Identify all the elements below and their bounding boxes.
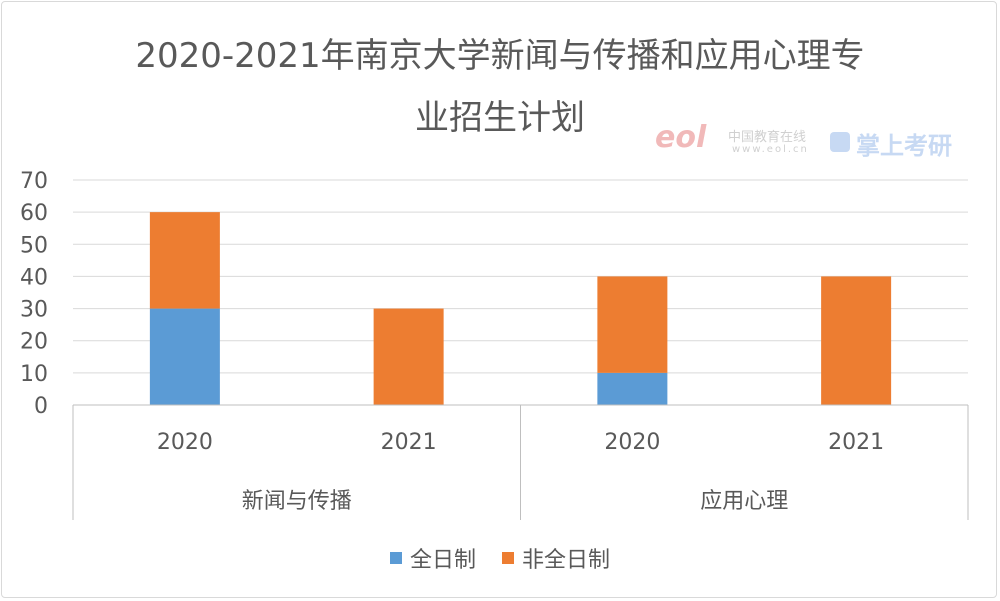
y-tick-label: 0	[34, 394, 48, 419]
group-label: 应用心理	[700, 489, 788, 514]
bar-part-time	[373, 308, 444, 405]
bar-full-time	[149, 308, 220, 405]
chart-title-line-1: 2020-2021年南京大学新闻与传播和应用心理专	[135, 36, 865, 76]
y-tick-label: 60	[20, 201, 48, 226]
y-tick-label: 30	[20, 298, 48, 323]
watermark-eol-logo: eol	[655, 120, 707, 155]
group-label: 新闻与传播	[242, 489, 352, 514]
watermark-site-url: www.eol.cn	[732, 144, 809, 155]
legend-label-full-time: 全日制	[409, 548, 476, 573]
bar-full-time	[597, 372, 668, 405]
y-axis: 0 10 20 30 40 50 60 70	[20, 169, 48, 419]
legend: 全日制 非全日制	[0, 542, 1000, 574]
legend-item-part-time: 非全日制	[502, 542, 610, 574]
watermark-brand-icon	[830, 132, 850, 152]
y-tick-label: 20	[20, 330, 48, 355]
watermark-brand: 掌上考研	[856, 132, 952, 160]
y-tick-label: 40	[20, 265, 48, 290]
x-tick-label: 2021	[381, 430, 437, 455]
y-tick-label: 50	[20, 233, 48, 258]
bar-part-time	[597, 276, 668, 373]
chart-title-line-2: 业招生计划	[415, 98, 585, 138]
bars	[149, 212, 892, 405]
legend-swatch-full-time	[389, 552, 402, 564]
legend-item-full-time: 全日制	[389, 542, 476, 574]
y-tick-label: 10	[20, 362, 48, 387]
x-tick-label: 2020	[157, 430, 213, 455]
legend-swatch-part-time	[502, 552, 514, 564]
bar-part-time	[149, 212, 220, 309]
legend-label-part-time: 非全日制	[522, 548, 611, 573]
x-tick-label: 2020	[604, 430, 660, 455]
gridlines	[73, 179, 968, 374]
x-axis: 2020 2021 2020 2021 新闻与传播 应用心理	[72, 404, 969, 520]
y-tick-label: 70	[20, 169, 48, 194]
watermark-site-name: 中国教育在线	[728, 130, 807, 145]
bar-part-time	[821, 276, 892, 405]
x-tick-label: 2021	[828, 430, 884, 455]
